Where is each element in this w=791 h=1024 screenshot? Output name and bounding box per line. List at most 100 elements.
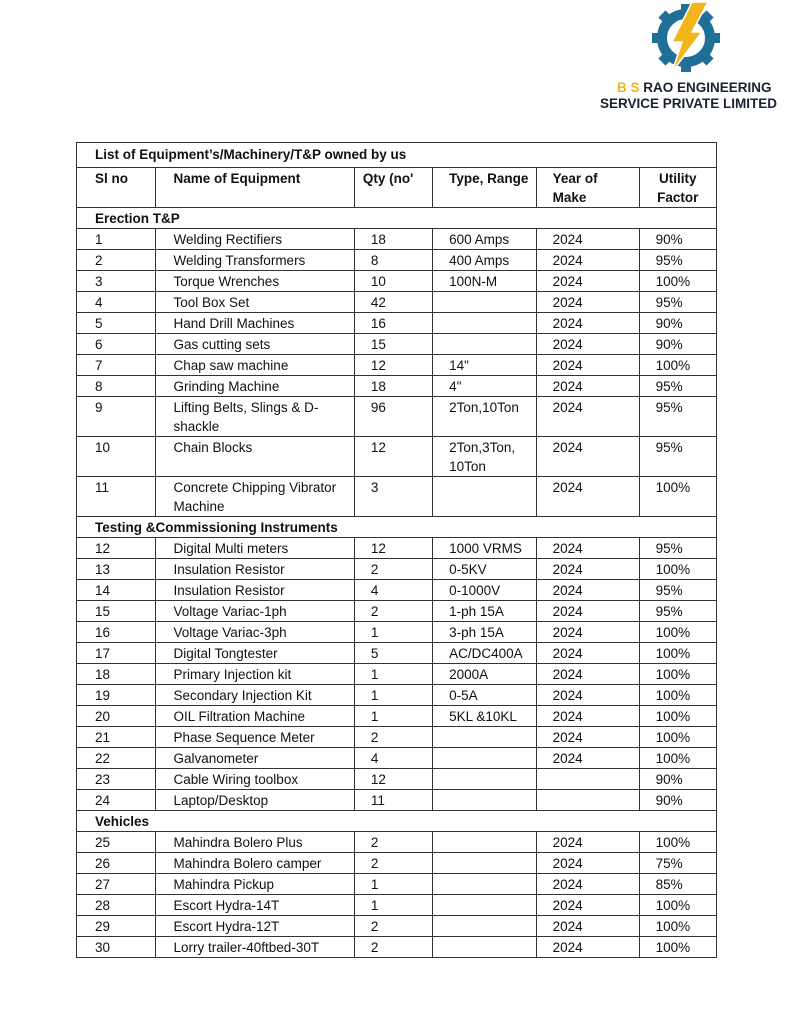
table-row: 6 Gas cutting sets 15 2024 90% xyxy=(76,333,718,355)
cell-sl-no: 1 xyxy=(76,228,156,250)
cell-year: 2024 xyxy=(535,270,640,292)
cell-name: OIL Filtration Machine xyxy=(154,705,355,727)
table-row: 30 Lorry trailer-40ftbed-30T 2 2024 100% xyxy=(76,936,718,958)
cell-qty: 1 xyxy=(353,705,434,727)
cell-utility: 100% xyxy=(638,936,718,958)
cell-sl-no: 22 xyxy=(76,747,156,769)
cell-utility: 100% xyxy=(638,621,718,643)
cell-utility: 100% xyxy=(638,705,718,727)
cell-sl-no: 24 xyxy=(76,789,156,811)
cell-qty: 2 xyxy=(353,831,434,853)
cell-sl-no: 29 xyxy=(76,915,156,937)
cell-utility: 90% xyxy=(638,312,718,334)
cell-utility: 100% xyxy=(638,558,718,580)
cell-type-range: 3-ph 15A xyxy=(432,621,537,643)
table-row: 2 Welding Transformers 8 400 Amps 2024 95% xyxy=(76,249,718,271)
cell-type-range: 0-1000V xyxy=(432,579,537,601)
table-row: 7 Chap saw machine 12 14" 2024 100% xyxy=(76,354,718,376)
cell-name: Concrete Chipping Vibrator Machine xyxy=(154,476,355,517)
table-title: List of Equipment’s/Machinery/T&P owned … xyxy=(76,142,717,168)
equipment-table: List of Equipment’s/Machinery/T&P owned … xyxy=(76,142,718,958)
cell-name: Voltage Variac-3ph xyxy=(154,621,355,643)
cell-qty: 12 xyxy=(353,537,434,559)
cell-name: Gas cutting sets xyxy=(154,333,355,355)
header-utility: Utility Factor xyxy=(638,167,718,208)
cell-utility: 100% xyxy=(638,894,718,916)
cell-sl-no: 10 xyxy=(76,436,156,477)
cell-sl-no: 4 xyxy=(76,291,156,313)
cell-name: Voltage Variac-1ph xyxy=(154,600,355,622)
company-logo: B S RAO ENGINEERING SERVICE PRIVATE LIMI… xyxy=(600,2,780,112)
section-row: Testing &Commissioning Instruments xyxy=(76,516,717,538)
cell-year: 2024 xyxy=(535,936,640,958)
cell-qty: 16 xyxy=(353,312,434,334)
cell-sl-no: 3 xyxy=(76,270,156,292)
cell-type-range xyxy=(432,873,537,895)
cell-sl-no: 11 xyxy=(76,476,156,517)
cell-qty: 1 xyxy=(353,621,434,643)
cell-sl-no: 18 xyxy=(76,663,156,685)
cell-name: Secondary Injection Kit xyxy=(154,684,355,706)
cell-utility: 85% xyxy=(638,873,718,895)
cell-type-range: 2Ton,3Ton, 10Ton xyxy=(432,436,537,477)
cell-year: 2024 xyxy=(535,684,640,706)
table-row: 21 Phase Sequence Meter 2 2024 100% xyxy=(76,726,718,748)
cell-utility: 100% xyxy=(638,684,718,706)
table-row: 11 Concrete Chipping Vibrator Machine 3 202… xyxy=(76,476,718,517)
cell-year: 2024 xyxy=(535,354,640,376)
cell-name: Welding Transformers xyxy=(154,249,355,271)
cell-type-range xyxy=(432,476,537,517)
cell-year: 2024 xyxy=(535,537,640,559)
table-row: 27 Mahindra Pickup 1 2024 85% xyxy=(76,873,718,895)
gear-bolt-logo-icon xyxy=(652,2,720,73)
cell-qty: 3 xyxy=(353,476,434,517)
cell-name: Cable Wiring toolbox xyxy=(154,768,355,790)
cell-name: Hand Drill Machines xyxy=(154,312,355,334)
cell-year: 2024 xyxy=(535,663,640,685)
cell-qty: 1 xyxy=(353,684,434,706)
cell-qty: 2 xyxy=(353,936,434,958)
cell-utility: 95% xyxy=(638,600,718,622)
cell-qty: 42 xyxy=(353,291,434,313)
cell-name: Torque Wrenches xyxy=(154,270,355,292)
table-row: 20 OIL Filtration Machine 1 5KL &10KL 2024 10… xyxy=(76,705,718,727)
cell-type-range: 1-ph 15A xyxy=(432,600,537,622)
cell-type-range xyxy=(432,915,537,937)
cell-type-range xyxy=(432,747,537,769)
cell-name: Laptop/Desktop xyxy=(154,789,355,811)
cell-type-range xyxy=(432,831,537,853)
cell-type-range xyxy=(432,312,537,334)
cell-qty: 4 xyxy=(353,747,434,769)
table-row: 5 Hand Drill Machines 16 2024 90% xyxy=(76,312,718,334)
cell-name: Digital Tongtester xyxy=(154,642,355,664)
cell-sl-no: 2 xyxy=(76,249,156,271)
table-header-row: Sl no Name of Equipment Qty (no' Type, R… xyxy=(76,167,718,208)
cell-sl-no: 27 xyxy=(76,873,156,895)
cell-name: Escort Hydra-12T xyxy=(154,915,355,937)
table-row: 10 Chain Blocks 12 2Ton,3Ton, 10Ton 2024 95% xyxy=(76,436,718,477)
cell-qty: 10 xyxy=(353,270,434,292)
cell-utility: 100% xyxy=(638,354,718,376)
header-qty: Qty (no' xyxy=(353,167,434,208)
table-row: 26 Mahindra Bolero camper 2 2024 75% xyxy=(76,852,718,874)
cell-year: 2024 xyxy=(535,436,640,477)
cell-type-range: AC/DC400A xyxy=(432,642,537,664)
cell-utility: 100% xyxy=(638,642,718,664)
cell-sl-no: 14 xyxy=(76,579,156,601)
cell-type-range: 1000 VRMS xyxy=(432,537,537,559)
cell-type-range: 5KL &10KL xyxy=(432,705,537,727)
cell-utility: 90% xyxy=(638,768,718,790)
cell-name: Chain Blocks xyxy=(154,436,355,477)
cell-qty: 2 xyxy=(353,726,434,748)
cell-name: Galvanometer xyxy=(154,747,355,769)
table-row: 28 Escort Hydra-14T 1 2024 100% xyxy=(76,894,718,916)
table-row: 19 Secondary Injection Kit 1 0-5A 2024 100% xyxy=(76,684,718,706)
cell-utility: 95% xyxy=(638,537,718,559)
cell-sl-no: 30 xyxy=(76,936,156,958)
table-row: 1 Welding Rectifiers 18 600 Amps 2024 90% xyxy=(76,228,718,250)
table-row: 9 Lifting Belts, Slings & D-shackle 96 2Ton… xyxy=(76,396,718,437)
header-name: Name of Equipment xyxy=(154,167,355,208)
cell-name: Phase Sequence Meter xyxy=(154,726,355,748)
cell-utility: 90% xyxy=(638,333,718,355)
cell-utility: 100% xyxy=(638,270,718,292)
